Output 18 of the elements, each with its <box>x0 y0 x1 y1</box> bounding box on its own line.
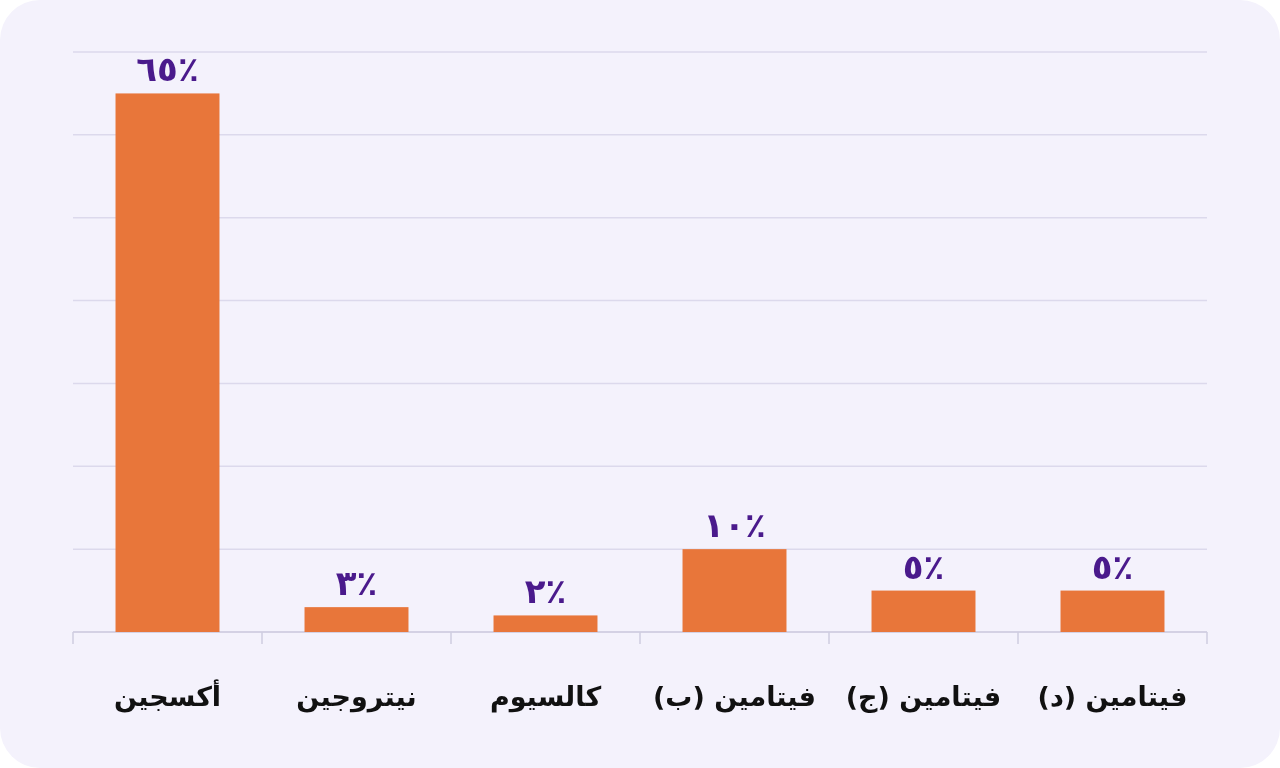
bar <box>304 607 409 632</box>
bar <box>115 93 220 632</box>
x-tick-label: كالسيوم <box>489 681 602 713</box>
bar <box>1060 590 1165 632</box>
data-label: ٢٪ <box>524 571 567 612</box>
x-tick-label: فيتامين (د) <box>1037 681 1188 713</box>
x-tick-label: فيتامين (ج) <box>845 681 1002 713</box>
data-label: ٦٥٪ <box>136 49 199 90</box>
data-label: ٥٪ <box>902 546 945 587</box>
data-label: ١٠٪ <box>703 505 766 546</box>
x-tick-label: فيتامين (ب) <box>652 681 817 713</box>
data-label: ٥٪ <box>1091 546 1134 587</box>
x-tick-label: نيتروجين <box>296 681 417 713</box>
data-label: ٣٪ <box>335 563 378 604</box>
bar <box>871 590 976 632</box>
x-tick-label: أكسجين <box>113 679 222 713</box>
bar <box>682 549 787 632</box>
bar <box>493 615 598 632</box>
